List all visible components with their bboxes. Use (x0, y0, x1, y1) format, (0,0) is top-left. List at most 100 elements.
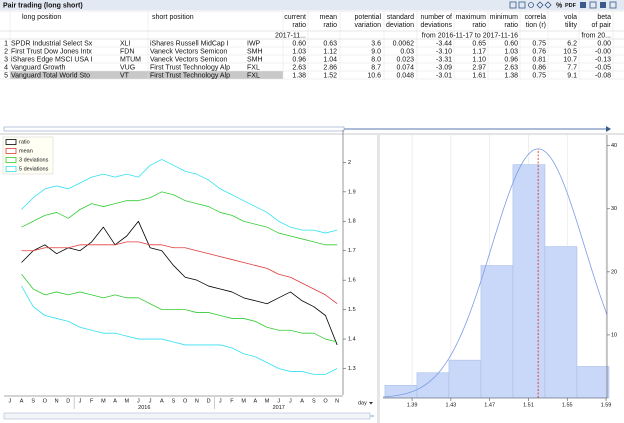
row-number[interactable]: 5 (4, 72, 8, 79)
table-cell[interactable]: 9.0 (371, 48, 381, 55)
table-cell[interactable]: -3.44 (436, 40, 452, 47)
maximize-button[interactable] (600, 2, 606, 8)
table-cell[interactable]: -0.13 (595, 56, 611, 63)
scroll-thumb[interactable] (3, 126, 345, 132)
table-cell[interactable]: -3.31 (436, 56, 452, 63)
icon-button[interactable] (509, 1, 517, 9)
legend-label: 5 deviations (19, 166, 49, 172)
table-cell[interactable]: 1.10 (472, 56, 486, 63)
table-cell[interactable]: 1.04 (323, 56, 337, 63)
table-cell[interactable]: FXL (247, 72, 260, 79)
table-cell[interactable]: iShares Edge MSCI USA I (11, 56, 92, 63)
pdf-button[interactable]: PDF (565, 3, 577, 9)
table-cell[interactable]: 0.96 (292, 56, 306, 63)
table-cell[interactable]: -0.05 (595, 64, 611, 71)
table-cell[interactable]: 3.6 (371, 40, 381, 47)
row-number[interactable]: 2 (4, 48, 8, 55)
table-cell[interactable]: Vanguard Growth (11, 64, 65, 71)
table-cell[interactable]: -0.08 (595, 72, 611, 79)
table-cell[interactable]: 0.65 (472, 40, 486, 47)
histogram-bar (480, 265, 514, 399)
table-cell[interactable]: Vaneck Vectors Semicon (150, 56, 227, 63)
table-cell[interactable]: SMH (247, 56, 263, 63)
table-cell[interactable]: 2.63 (292, 64, 306, 71)
table-cell[interactable]: 0.0062 (393, 40, 415, 47)
table-cell[interactable]: 1.38 (504, 72, 518, 79)
table-cell[interactable]: 2.63 (504, 64, 518, 71)
table-cell[interactable]: 0.96 (504, 56, 518, 63)
percent-button[interactable]: % (556, 2, 563, 9)
table-cell[interactable]: 1.52 (323, 72, 337, 79)
table-cell[interactable]: First Trust Technology Alp (150, 72, 230, 79)
table-cell[interactable]: 6.2 (567, 40, 577, 47)
table-cell[interactable]: SPDR Industrial Select Sx (11, 40, 93, 47)
table-cell[interactable]: FXL (247, 64, 260, 71)
icon-button[interactable] (580, 2, 586, 8)
table-cell[interactable]: 7.7 (567, 64, 577, 71)
icon-button[interactable] (536, 1, 544, 9)
table-cell[interactable]: -3.01 (436, 72, 452, 79)
table-cell[interactable]: 8.0 (371, 56, 381, 63)
table-cell[interactable]: 0.76 (532, 48, 546, 55)
table-cell[interactable]: FDN (120, 48, 134, 55)
table-cell[interactable]: 0.00 (597, 40, 611, 47)
column-header: number of (420, 14, 452, 21)
scroll-arrow[interactable] (606, 126, 611, 132)
x-tick-label: D (207, 398, 211, 404)
table-cell[interactable]: -3.09 (436, 64, 452, 71)
period-label: from 2016-11-17 to 2017-11-16 (422, 32, 518, 39)
table-cell[interactable]: First Trust Dow Jones Intx (11, 48, 92, 55)
row-number[interactable]: 4 (4, 64, 8, 71)
table-cell[interactable]: 1.03 (292, 48, 306, 55)
scroll-thumb[interactable] (3, 412, 371, 420)
histogram-bar (448, 359, 482, 399)
table-cell[interactable]: 0.074 (396, 64, 414, 71)
table-cell[interactable]: VT (120, 72, 130, 79)
table-cell[interactable]: 2.86 (323, 64, 337, 71)
table-cell[interactable]: iShares Russell MidCap I (150, 40, 229, 47)
table-cell[interactable]: 0.60 (292, 40, 306, 47)
table-cell[interactable]: SMH (247, 48, 263, 55)
table-cell[interactable]: 1.38 (292, 72, 306, 79)
table-cell[interactable]: 8.7 (371, 64, 381, 71)
table-cell[interactable]: 0.75 (532, 72, 546, 79)
table-cell[interactable]: 10.6 (367, 72, 381, 79)
dropdown-arrow[interactable] (369, 402, 373, 405)
table-cell[interactable]: 1.12 (323, 48, 337, 55)
table-cell[interactable]: XLI (120, 40, 131, 47)
table-cell[interactable]: 1.03 (504, 48, 518, 55)
table-cell[interactable]: Vaneck Vectors Semicon (150, 48, 227, 55)
table-cell[interactable]: 0.048 (396, 72, 414, 79)
table-cell[interactable]: -0.00 (595, 48, 611, 55)
table-cell[interactable]: 1.61 (472, 72, 486, 79)
table-cell[interactable]: 2.97 (472, 64, 486, 71)
table-cell[interactable]: 0.023 (396, 56, 414, 63)
table-cell[interactable]: MTUM (120, 56, 141, 63)
table-cell[interactable]: 0.63 (323, 40, 337, 47)
table-cell[interactable]: -3.10 (436, 48, 452, 55)
table-cell[interactable]: 0.60 (504, 40, 518, 47)
minimize-button[interactable] (589, 1, 597, 9)
icon-button[interactable] (518, 1, 526, 9)
table-cell[interactable]: 10.5 (563, 48, 577, 55)
table-cell[interactable]: 0.75 (532, 40, 546, 47)
icon-button[interactable] (544, 1, 552, 9)
table-cell[interactable]: 0.03 (400, 48, 414, 55)
icon-button[interactable] (528, 2, 534, 8)
column-header: ratio (472, 22, 486, 29)
table-cell[interactable]: 9.1 (567, 72, 577, 79)
row-number[interactable]: 3 (4, 56, 8, 63)
splitter[interactable] (377, 134, 380, 423)
table-cell[interactable]: 0.86 (532, 64, 546, 71)
table-cell[interactable]: IWP (247, 40, 261, 47)
row-number[interactable]: 1 (4, 40, 8, 47)
table-cell[interactable]: Vanguard Total World Sto (11, 72, 90, 79)
table-cell[interactable]: VUG (120, 64, 135, 71)
table-cell[interactable]: 1.17 (472, 48, 486, 55)
table-cell[interactable]: 0.81 (532, 56, 546, 63)
table-cell[interactable]: 10.7 (563, 56, 577, 63)
column-header: correla (525, 14, 547, 21)
close-button[interactable] (609, 1, 617, 9)
period-selector[interactable]: day (358, 400, 367, 406)
table-cell[interactable]: First Trust Technology Alp (150, 64, 230, 71)
